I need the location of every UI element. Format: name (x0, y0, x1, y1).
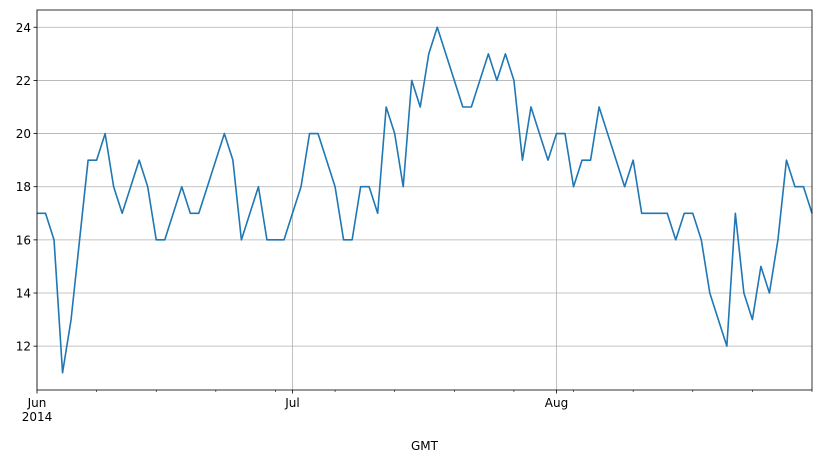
plot-area-frame (36, 9, 813, 391)
x-tick-label: Jul (284, 396, 299, 410)
y-tick-label: 20 (16, 127, 31, 141)
y-tick-label: 22 (16, 74, 31, 88)
x-tick-sublabel: 2014 (22, 410, 53, 424)
x-tick-label: Jun (27, 396, 47, 410)
y-tick-label: 12 (16, 340, 31, 354)
y-tick-label: 14 (16, 287, 31, 301)
y-tick-label: 24 (16, 21, 31, 35)
series-layer (37, 26, 813, 374)
x-tick-label: Aug (545, 396, 568, 410)
y-tick-label: 16 (16, 233, 31, 247)
x-axis-label: GMT (411, 439, 439, 453)
y-tick-label: 18 (16, 180, 31, 194)
grid-lines (36, 10, 812, 390)
series-line (37, 26, 813, 374)
